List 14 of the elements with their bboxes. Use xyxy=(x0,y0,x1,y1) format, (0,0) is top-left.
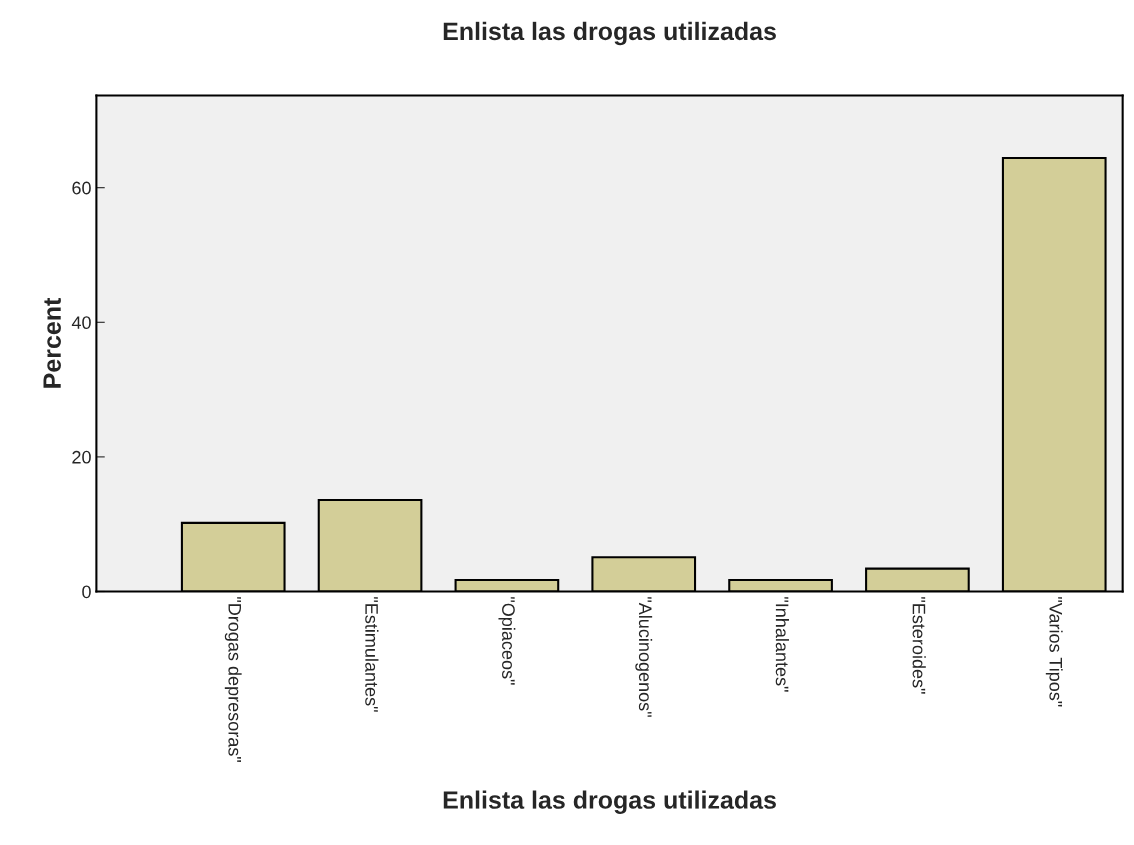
y-tick-label: 40 xyxy=(71,316,91,330)
x-tick-label: "Inhalantes" xyxy=(775,597,789,692)
x-tick-label: "Estimulantes" xyxy=(365,597,379,712)
x-axis-title: Enlista las drogas utilizadas xyxy=(443,790,776,814)
y-axis-title: Percent xyxy=(43,297,61,388)
x-tick-label: "Esteroides" xyxy=(912,597,926,694)
y-tick-label: 0 xyxy=(82,585,91,599)
x-tick-label: "Drogas depresoras" xyxy=(224,597,242,762)
x-tick-label: "Varios Tipos" xyxy=(1045,597,1063,707)
x-tick-label: "Alucinogenos" xyxy=(635,597,653,717)
y-tick-label: 20 xyxy=(72,450,91,464)
x-tick-label: "Opiaceos" xyxy=(498,597,516,685)
chart-title: Enlista las drogas utilizadas xyxy=(443,21,776,46)
y-tick-label: 60 xyxy=(72,181,91,195)
